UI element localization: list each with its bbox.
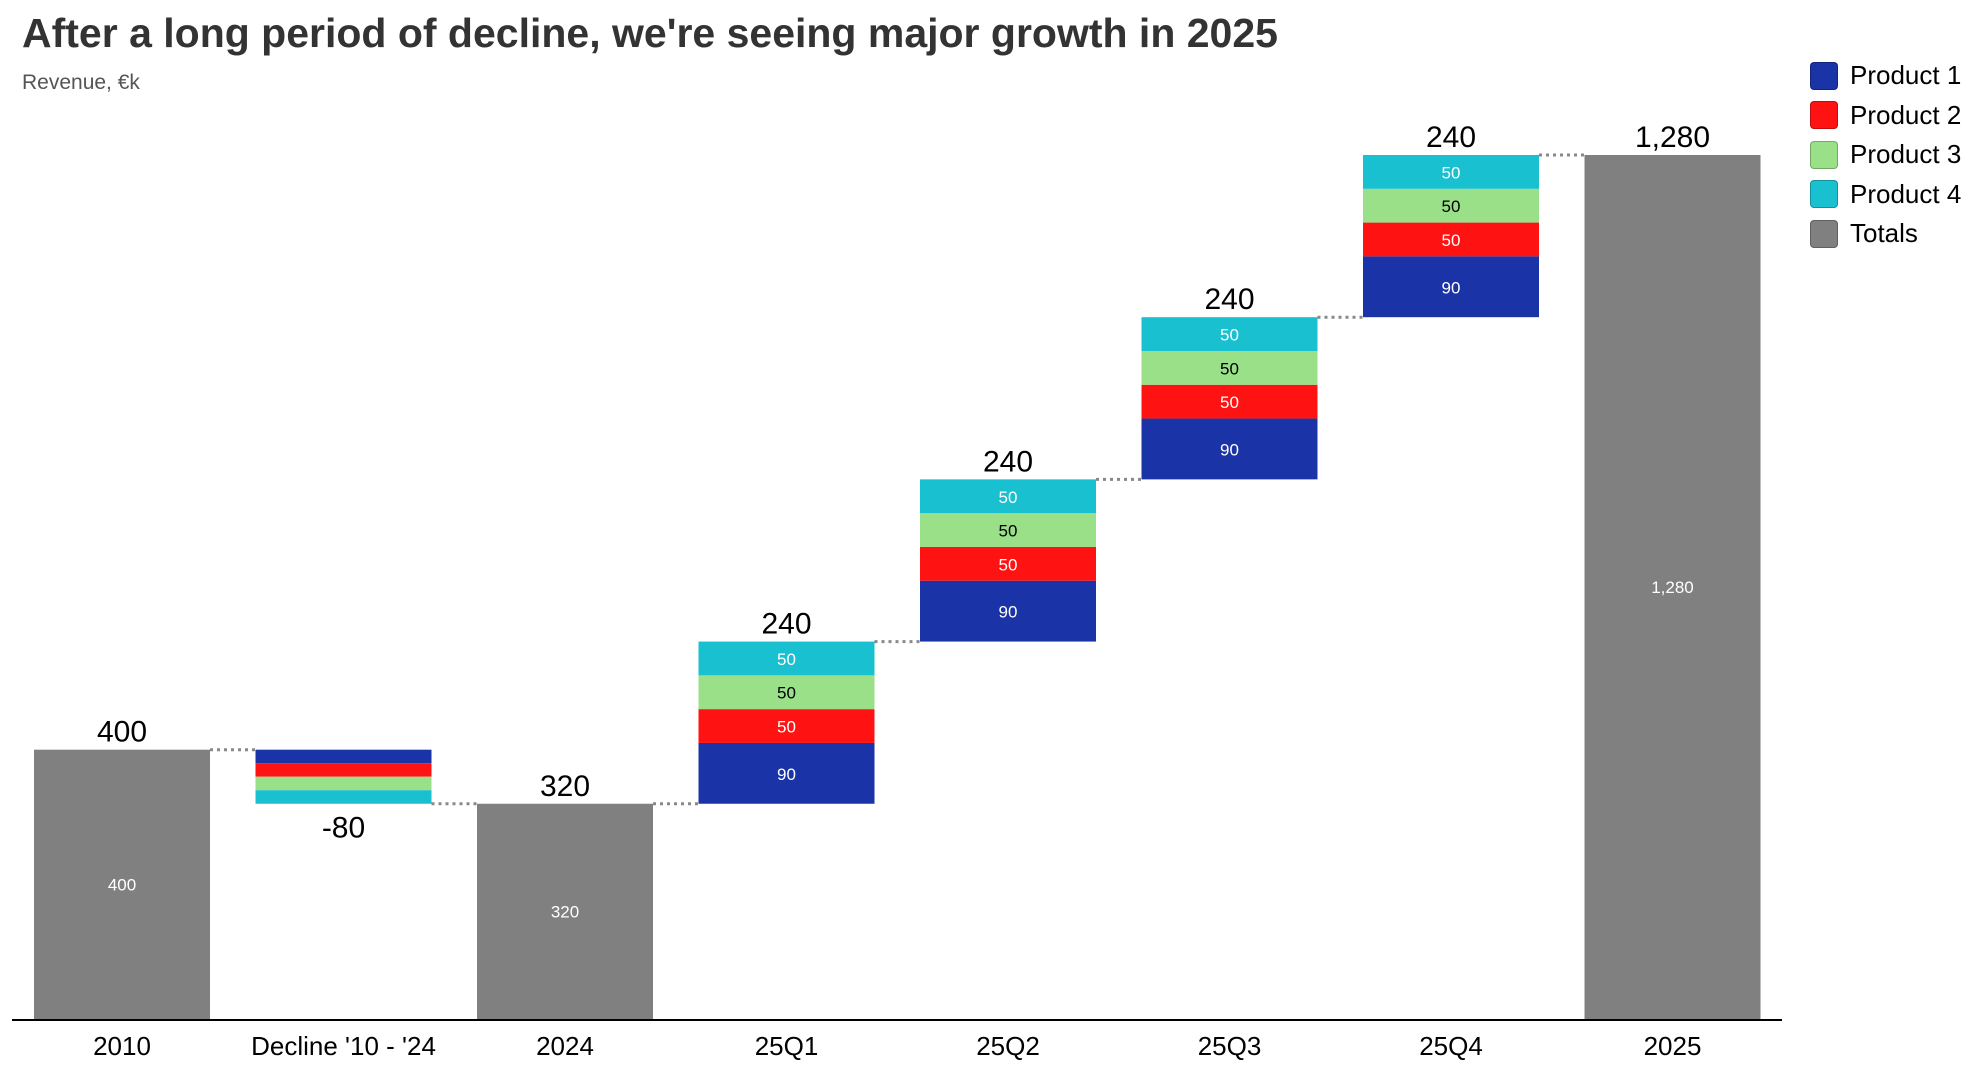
- x-tick-label: 2010: [93, 1031, 151, 1061]
- bar-total-label: -80: [322, 811, 365, 844]
- legend-swatch: [1810, 180, 1838, 209]
- total-bar: [477, 803, 653, 1020]
- bar-total-label: 400: [97, 716, 147, 749]
- segment-bar: [698, 742, 875, 804]
- legend-swatch: [1810, 61, 1838, 90]
- bar-total-label: 1,280: [1635, 121, 1710, 154]
- legend-swatch: [1810, 101, 1838, 130]
- segment-value-label: 50: [1220, 393, 1239, 412]
- segment-bar: [255, 749, 432, 764]
- segment-bar: [1363, 222, 1539, 257]
- segment-bar: [1363, 188, 1539, 223]
- segment-bar: [698, 675, 875, 710]
- bar-total-label: 320: [540, 770, 590, 803]
- segment-bar: [920, 546, 1096, 581]
- segment-value-label: 50: [1442, 231, 1461, 250]
- legend-item: Totals: [1810, 214, 1961, 254]
- legend-label: Product 3: [1850, 139, 1962, 170]
- segment-bar: [698, 709, 875, 743]
- chart-subtitle: Revenue, €k: [22, 71, 140, 94]
- segment-value-label: 50: [999, 555, 1018, 574]
- bar-value-label: 1,280: [1651, 578, 1694, 597]
- x-tick-label: 2024: [536, 1031, 594, 1061]
- segment-value-label: 90: [1220, 440, 1239, 459]
- bar-total-label: 240: [1204, 283, 1254, 316]
- segment-value-label: 50: [777, 718, 796, 737]
- x-tick-label: 25Q2: [976, 1031, 1040, 1061]
- total-bar: [1584, 155, 1761, 1020]
- legend-item: Product 3: [1810, 135, 1961, 175]
- x-tick-label: 2025: [1644, 1031, 1702, 1061]
- chart-title: After a long period of decline, we're se…: [22, 10, 1278, 56]
- segment-bar: [255, 776, 432, 791]
- legend-item: Product 1: [1810, 56, 1961, 96]
- segment-value-label: 90: [999, 603, 1018, 622]
- bar-total-label: 240: [1426, 121, 1476, 154]
- legend-item: Product 2: [1810, 96, 1961, 136]
- segment-value-label: 50: [1220, 359, 1239, 378]
- segment-bar: [1141, 384, 1318, 419]
- segment-bar: [1363, 256, 1539, 318]
- segment-bar: [1363, 155, 1539, 189]
- x-tick-label: Decline '10 - '24: [251, 1031, 436, 1061]
- legend-label: Product 1: [1850, 60, 1962, 91]
- segment-bar: [920, 479, 1096, 514]
- total-bar: [34, 749, 210, 1020]
- segment-bar: [920, 580, 1096, 642]
- segment-bar: [1141, 418, 1318, 480]
- segment-value-label: 90: [1442, 278, 1461, 297]
- segment-value-label: 50: [777, 684, 796, 703]
- segment-value-label: 90: [777, 765, 796, 784]
- chart-legend: Product 1 Product 2 Product 3 Product 4 Tota…: [1810, 56, 1961, 254]
- legend-label: Product 4: [1850, 178, 1962, 209]
- segment-value-label: 50: [1442, 197, 1461, 216]
- segment-bar: [255, 763, 432, 777]
- bar-total-label: 240: [761, 608, 811, 641]
- x-tick-label: 25Q4: [1419, 1031, 1483, 1061]
- bar-total-label: 240: [983, 445, 1033, 478]
- legend-swatch: [1810, 140, 1838, 169]
- segment-value-label: 50: [999, 522, 1018, 541]
- segment-bar: [1141, 350, 1318, 385]
- segment-value-label: 50: [1220, 326, 1239, 345]
- segment-bar: [1141, 317, 1318, 351]
- legend-label: Product 2: [1850, 99, 1962, 130]
- legend-item: Product 4: [1810, 175, 1961, 215]
- segment-bar: [698, 641, 875, 676]
- legend-label: Totals: [1850, 218, 1918, 249]
- segment-value-label: 50: [1442, 163, 1461, 182]
- bar-value-label: 400: [108, 875, 136, 894]
- segment-value-label: 50: [999, 488, 1018, 507]
- x-tick-label: 25Q3: [1198, 1031, 1262, 1061]
- bar-value-label: 320: [551, 902, 579, 921]
- legend-swatch: [1810, 219, 1838, 248]
- segment-bar: [920, 513, 1096, 547]
- x-tick-label: 25Q1: [755, 1031, 819, 1061]
- segment-value-label: 50: [777, 650, 796, 669]
- segment-bar: [255, 790, 432, 804]
